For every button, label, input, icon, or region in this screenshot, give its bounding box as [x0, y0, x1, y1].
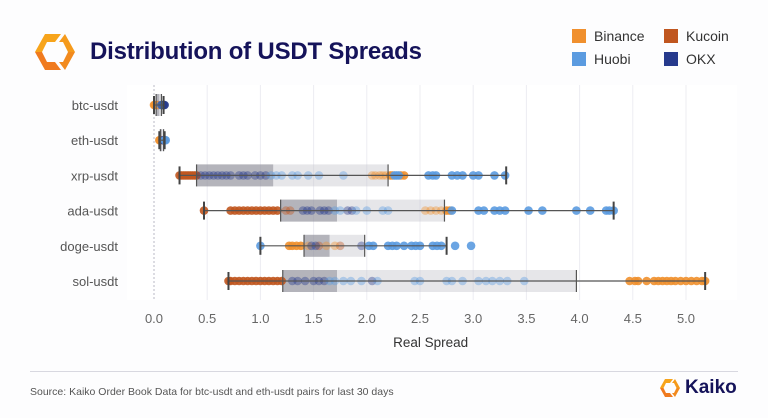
- kaiko-brand-icon: [660, 379, 680, 397]
- label-layer: 0.0 0.5 1.0 1.5 2.0 2.5 3.0 3.5 4.0 4.5 5.0 Real Sp…: [60, 98, 695, 350]
- x-tick-label: 1.0: [251, 311, 269, 326]
- x-tick-label: 2.0: [358, 311, 376, 326]
- x-tick-label: 3.0: [464, 311, 482, 326]
- kaiko-logo-icon: [35, 34, 75, 70]
- plot-area: [127, 85, 737, 300]
- y-category-label: xrp-usdt: [71, 168, 118, 183]
- boxplot-chart: 0.0 0.5 1.0 1.5 2.0 2.5 3.0 3.5 4.0 4.5 5.0 Real Sp…: [60, 85, 737, 350]
- legend-label-binance: Binance: [594, 28, 645, 44]
- source-note: Source: Kaiko Order Book Data for btc-us…: [30, 386, 394, 398]
- legend-item-huobi: Huobi: [572, 51, 631, 67]
- y-category-label: sol-usdt: [72, 274, 118, 289]
- footer-divider: [30, 371, 738, 372]
- legend-swatch-huobi: [572, 52, 586, 66]
- x-tick-label: 4.5: [624, 311, 642, 326]
- legend-label-okx: OKX: [686, 51, 716, 67]
- data-point: [466, 241, 476, 251]
- chart-title: Distribution of USDT Spreads: [90, 38, 422, 65]
- legend-item-binance: Binance: [572, 28, 645, 44]
- x-tick-label: 5.0: [677, 311, 695, 326]
- legend-swatch-binance: [572, 29, 586, 43]
- y-category-label: doge-usdt: [60, 239, 118, 254]
- legend-label-kucoin: Kucoin: [686, 28, 729, 44]
- legend-swatch-kucoin: [664, 29, 678, 43]
- legend-item-kucoin: Kucoin: [664, 28, 729, 44]
- x-tick-label: 3.5: [517, 311, 535, 326]
- x-tick-label: 1.5: [305, 311, 323, 326]
- x-tick-label: 4.0: [571, 311, 589, 326]
- x-tick-label: 0.0: [145, 311, 163, 326]
- brand-logo: Kaiko: [659, 377, 737, 399]
- data-point: [160, 100, 169, 110]
- y-category-label: eth-usdt: [71, 133, 118, 148]
- x-tick-label: 0.5: [198, 311, 216, 326]
- y-category-label: btc-usdt: [72, 98, 119, 113]
- grid-layer: [127, 85, 737, 300]
- whisker-layer: [153, 94, 707, 292]
- legend-swatch-okx: [664, 52, 678, 66]
- x-tick-label: 2.5: [411, 311, 429, 326]
- y-category-label: ada-usdt: [67, 204, 118, 219]
- legend-item-okx: OKX: [664, 51, 716, 67]
- x-axis-label: Real Spread: [393, 335, 468, 350]
- brand-name: Kaiko: [685, 377, 737, 398]
- data-point: [450, 241, 460, 251]
- legend-label-huobi: Huobi: [594, 51, 631, 67]
